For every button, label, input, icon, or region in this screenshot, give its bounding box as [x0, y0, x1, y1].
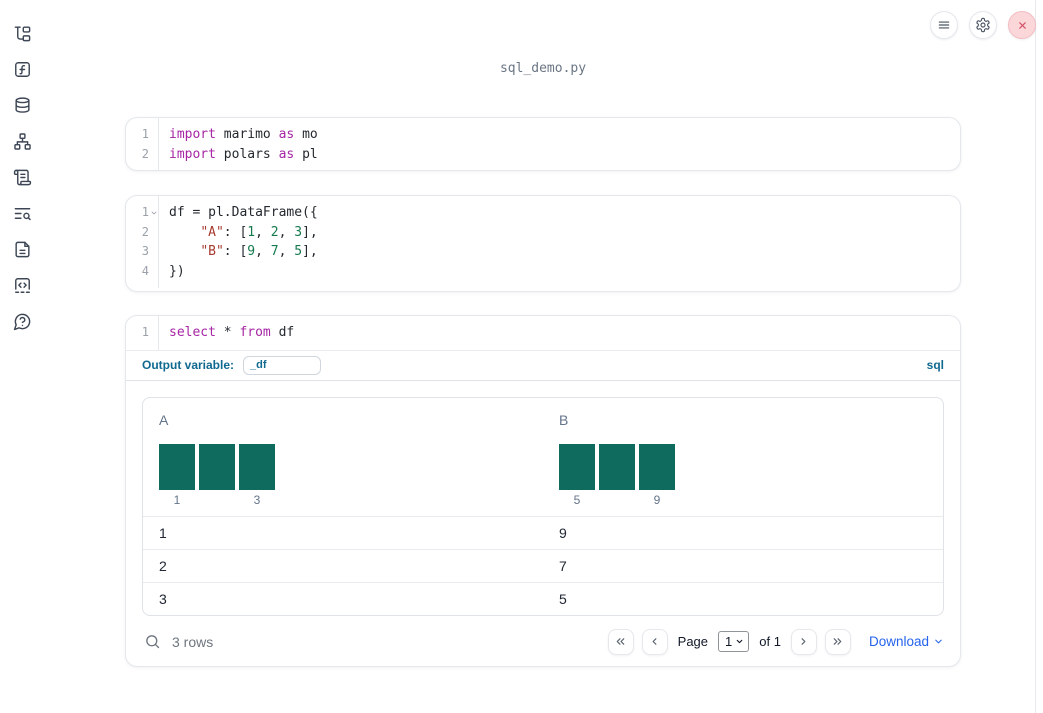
- download-button[interactable]: Download: [869, 634, 944, 649]
- table-cell: 1: [159, 524, 167, 541]
- output-variable-label: Output variable:: [142, 358, 235, 372]
- histogram-axis-label: 9: [653, 492, 661, 507]
- table-cell: 9: [559, 524, 567, 541]
- table-cell: 2: [159, 557, 167, 574]
- notebook-actions: [930, 11, 1036, 39]
- histogram-bar: [599, 443, 635, 490]
- histogram-axis-label: 1: [173, 492, 181, 507]
- notebook-filename: sql_demo.py: [499, 61, 587, 76]
- snippets-icon[interactable]: [8, 271, 36, 299]
- page-select-value: 1: [725, 634, 733, 649]
- code-line: import polars as pl: [169, 146, 318, 162]
- sidebar: [0, 0, 44, 713]
- logs-search-icon[interactable]: [8, 199, 36, 227]
- output-variable-row: Output variable: sql: [126, 351, 960, 381]
- caret-down-icon: [735, 637, 744, 646]
- chevron-right-icon: [797, 635, 810, 648]
- column-name: A: [159, 411, 169, 428]
- code-line: df = pl.DataFrame({: [169, 205, 318, 220]
- line-number: 2: [141, 146, 149, 161]
- download-label: Download: [868, 634, 929, 649]
- close-icon: [1016, 19, 1029, 32]
- line-number: 4: [141, 263, 149, 278]
- code-cell-dataframe[interactable]: 1 2 3 4 df = pl.DataFrame({ "A": [1, 2, 3], …: [125, 195, 961, 292]
- line-number: 3: [141, 244, 149, 258]
- page-select[interactable]: 1: [718, 631, 750, 652]
- histogram-bar: [239, 443, 275, 490]
- sql-cell: 1 select * from df Output variable: sql A…: [125, 315, 961, 667]
- histogram-bar: [199, 443, 235, 490]
- code-editor[interactable]: 1 2 import marimo as mo import polars as pl: [126, 118, 960, 170]
- column-name: B: [559, 411, 569, 428]
- histogram-bar: [559, 443, 595, 490]
- code-cell-imports[interactable]: 1 2 import marimo as mo import polars as pl: [125, 117, 961, 171]
- scrollbar-track[interactable]: [1035, 0, 1036, 713]
- help-icon[interactable]: [8, 307, 36, 335]
- first-page-button[interactable]: [607, 628, 634, 655]
- code-line: }): [169, 263, 185, 279]
- histogram-bar: [639, 443, 675, 490]
- table-cell: 3: [159, 590, 167, 607]
- histogram-axis-label: 5: [573, 492, 581, 507]
- dependency-graph-icon[interactable]: [8, 127, 36, 155]
- line-number: 2: [141, 224, 149, 239]
- scratchpad-icon[interactable]: [8, 163, 36, 191]
- data-sources-icon[interactable]: [8, 91, 36, 119]
- page-label: Page: [677, 634, 709, 649]
- chevron-down-icon: [933, 636, 944, 647]
- code-line: select * from df: [169, 325, 295, 340]
- search-button[interactable]: [144, 633, 161, 650]
- page-total: of 1: [759, 634, 781, 649]
- chevrons-left-icon: [614, 635, 627, 648]
- line-number: 1: [141, 127, 149, 141]
- table-cell: 5: [559, 590, 567, 607]
- menu-button[interactable]: [930, 11, 958, 39]
- sql-editor[interactable]: 1 select * from df: [126, 316, 960, 351]
- settings-button[interactable]: [969, 11, 997, 39]
- histogram-axis-label: 3: [253, 492, 261, 507]
- table-footer: 3 rows Page 1 of 1: [142, 625, 944, 659]
- output-variable-input[interactable]: [243, 355, 322, 375]
- hamburger-icon: [937, 18, 951, 32]
- functions-icon[interactable]: [8, 55, 36, 83]
- row-count: 3 rows: [172, 633, 214, 650]
- fold-chevron-icon[interactable]: [150, 209, 158, 217]
- file-explorer-icon[interactable]: [8, 19, 36, 47]
- gear-icon: [975, 17, 991, 33]
- chevrons-right-icon: [831, 635, 844, 648]
- shutdown-button[interactable]: [1008, 11, 1036, 39]
- code-line: import marimo as mo: [169, 127, 318, 142]
- histogram-bar: [159, 443, 195, 490]
- line-number-gutter: 1: [126, 316, 159, 350]
- line-number: 1: [141, 325, 149, 339]
- code-editor[interactable]: 1 2 3 4 df = pl.DataFrame({ "A": [1, 2, 3], …: [126, 196, 960, 288]
- last-page-button[interactable]: [824, 628, 851, 655]
- next-page-button[interactable]: [790, 628, 817, 655]
- line-number: 1: [126, 203, 157, 223]
- chevron-left-icon: [648, 635, 661, 648]
- table-cell: 7: [559, 557, 567, 574]
- code-line: "A": [1, 2, 3],: [200, 224, 318, 240]
- language-badge: sql: [926, 358, 944, 372]
- prev-page-button[interactable]: [641, 628, 668, 655]
- search-icon: [144, 633, 161, 650]
- code-line: "B": [9, 7, 5],: [200, 244, 318, 259]
- documentation-icon[interactable]: [8, 235, 36, 263]
